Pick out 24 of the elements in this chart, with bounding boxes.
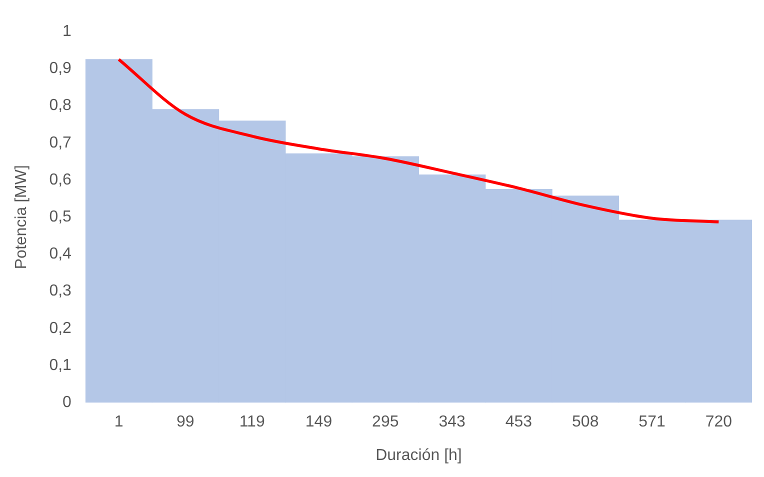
- x-tick-label: 149: [305, 414, 332, 431]
- line-series: [117, 58, 720, 224]
- x-tick-label: 508: [572, 414, 599, 431]
- y-tick-label: 0,5: [49, 208, 72, 226]
- x-tick-label: 343: [438, 414, 466, 431]
- x-tick-label: 720: [705, 414, 732, 431]
- x-axis-title: Duración [h]: [376, 446, 462, 464]
- x-tick-label: 119: [239, 414, 265, 431]
- x-tick-label: 99: [176, 414, 194, 431]
- x-tick-label: 453: [505, 414, 532, 431]
- y-tick-label: 1: [62, 23, 72, 40]
- y-tick-label: 0,4: [49, 246, 72, 263]
- x-tick-label: 571: [638, 414, 666, 431]
- y-tick-label: 0,2: [49, 320, 72, 337]
- y-tick-label: 0,1: [49, 356, 72, 374]
- x-tick-label: 1: [114, 414, 124, 431]
- y-axis-title: Potencia [MW]: [13, 165, 30, 270]
- y-tick-label: 0: [62, 394, 72, 412]
- y-tick-label: 0,6: [49, 171, 72, 188]
- y-tick-label: 0,7: [49, 134, 72, 152]
- y-tick-label: 0,8: [49, 97, 72, 114]
- y-tick-label: 0,9: [49, 60, 72, 78]
- x-tick-label: 295: [372, 414, 399, 431]
- y-tick-label: 0,3: [49, 282, 72, 300]
